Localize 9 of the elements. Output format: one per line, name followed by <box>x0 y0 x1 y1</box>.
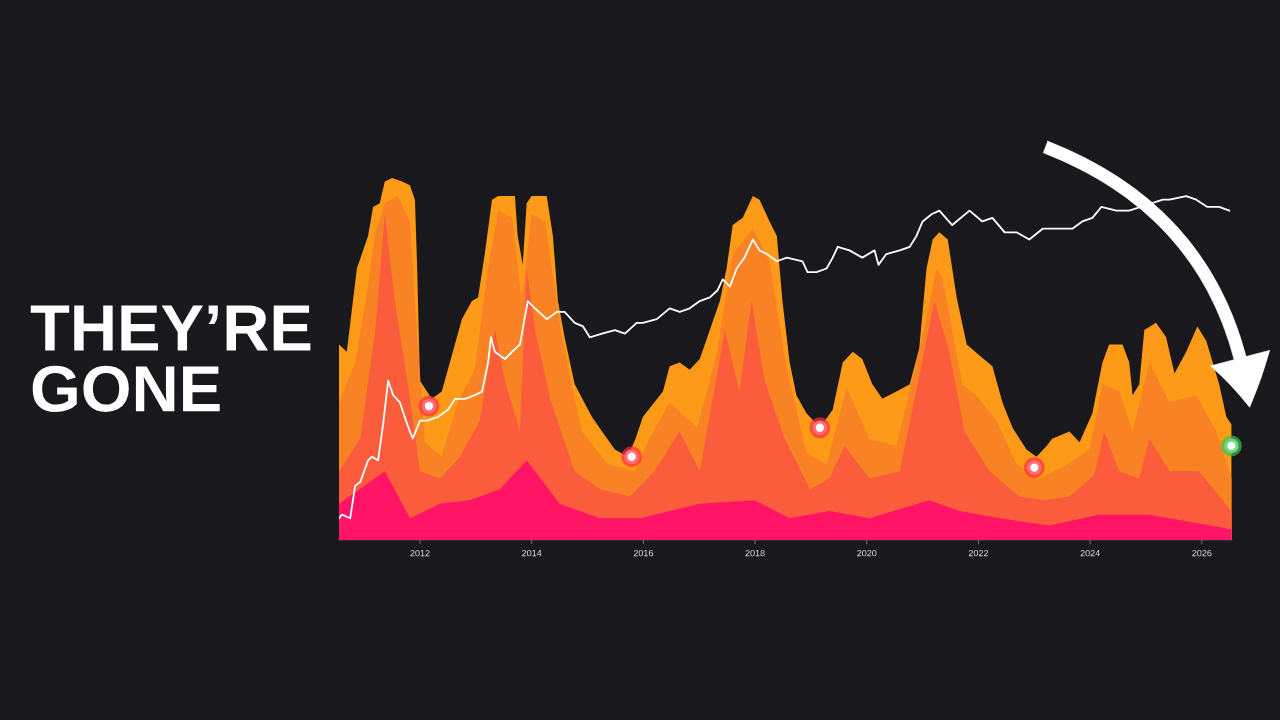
x-tick-label: 2022 <box>968 549 989 557</box>
x-tick-label: 2024 <box>1080 549 1100 557</box>
x-tick-label: 2026 <box>1192 549 1212 557</box>
x-tick-label: 2016 <box>633 549 654 557</box>
x-tick-label: 2018 <box>745 549 765 557</box>
x-tick-label: 2020 <box>857 549 877 557</box>
x-tick-label: 2012 <box>410 549 430 557</box>
text: THEY’RE GONE <box>30 305 311 412</box>
x-tick-label: 2014 <box>522 549 542 557</box>
